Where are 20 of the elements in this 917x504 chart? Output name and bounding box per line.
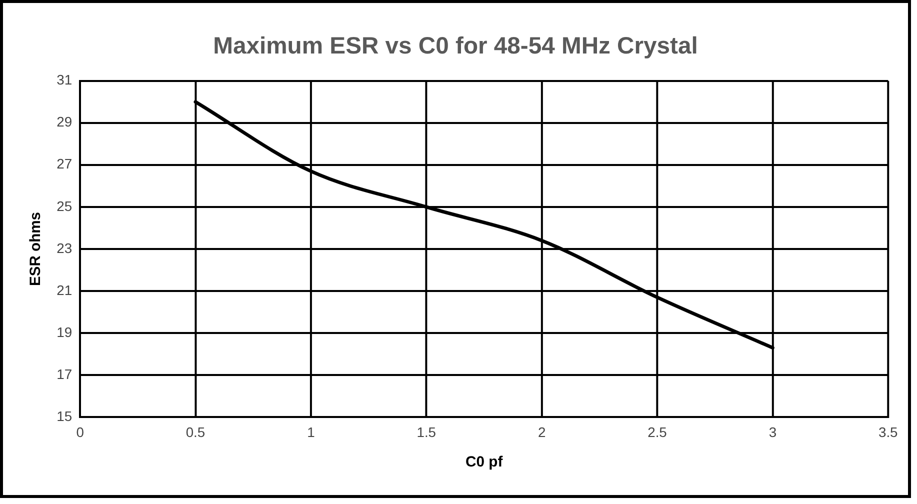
y-tick-label: 21 [56, 282, 72, 298]
chart-title: Maximum ESR vs C0 for 48-54 MHz Crystal [213, 32, 698, 60]
y-tick-label: 29 [56, 114, 72, 130]
x-tick-label: 2.5 [648, 424, 668, 440]
x-tick-label: 1 [307, 424, 316, 440]
y-tick-label: 25 [56, 198, 72, 214]
y-tick-label: 31 [56, 72, 72, 88]
x-tick-label: 0 [76, 424, 84, 440]
y-tick-label: 27 [56, 156, 72, 172]
y-tick-label: 17 [56, 366, 72, 382]
y-tick-label: 15 [56, 408, 72, 424]
x-tick-label: 3 [768, 424, 777, 440]
x-tick-label: 3.5 [878, 424, 898, 440]
y-tick-label: 23 [56, 240, 72, 256]
y-axis-title: ESR ohms [28, 212, 44, 286]
x-tick-label: 2 [538, 424, 546, 440]
x-tick-label: 1.5 [416, 424, 436, 440]
x-tick-label: 0.5 [186, 424, 206, 440]
x-axis-title: C0 pf [465, 454, 503, 470]
y-tick-label: 19 [56, 324, 72, 340]
